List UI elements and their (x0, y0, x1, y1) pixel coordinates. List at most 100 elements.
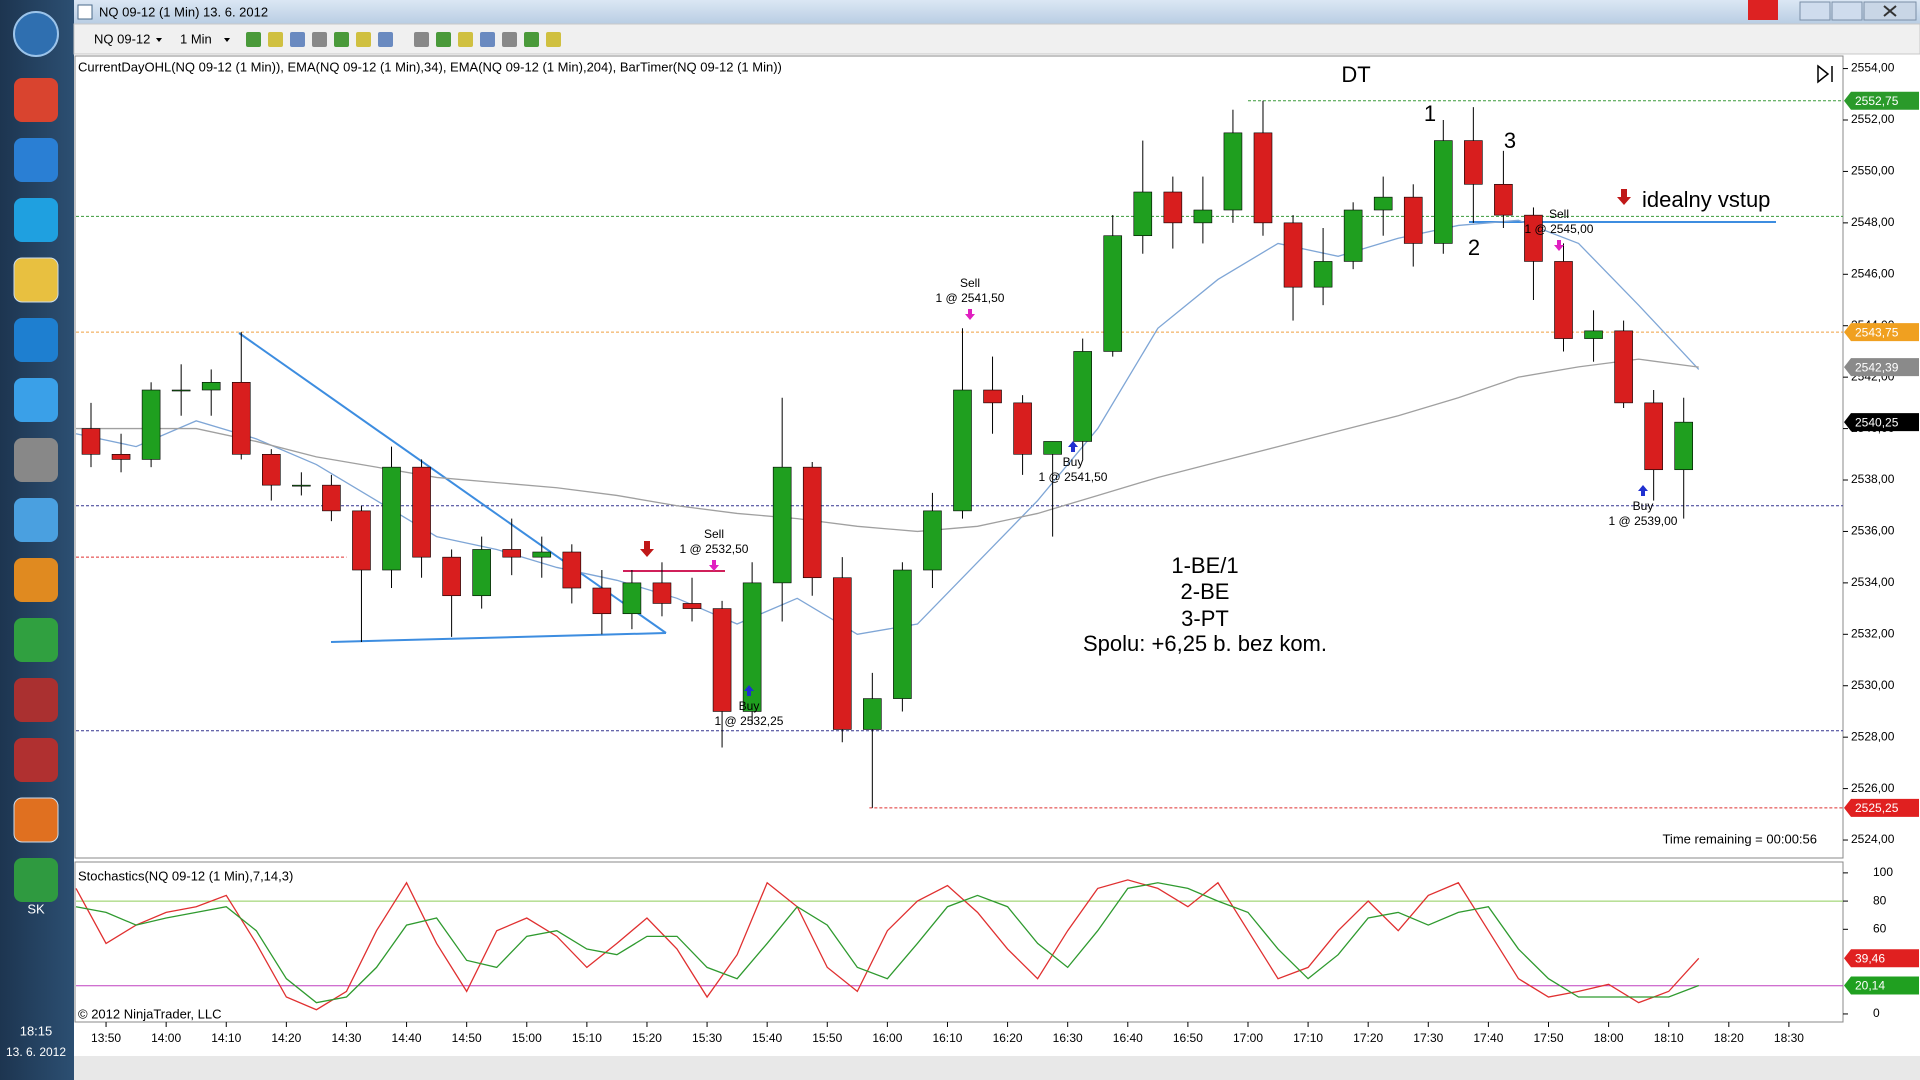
x-tick-label: 18:20 (1714, 1031, 1744, 1045)
tool-icon[interactable] (356, 32, 371, 47)
tool-icon[interactable] (546, 32, 561, 47)
x-tick-label: 13:50 (91, 1031, 121, 1045)
stochastics-title: Stochastics(NQ 09-12 (1 Min),7,14,3) (78, 868, 293, 883)
x-tick-label: 16:40 (1113, 1031, 1143, 1045)
y-tick-label: 2536,00 (1851, 524, 1895, 538)
annotation: 2 (1468, 235, 1480, 260)
annotation: 3-PT (1181, 606, 1229, 631)
tool-icon[interactable] (414, 32, 429, 47)
app-icon[interactable] (14, 738, 58, 782)
app-icon[interactable] (14, 498, 58, 542)
app-icon[interactable] (14, 558, 58, 602)
copyright: © 2012 NinjaTrader, LLC (78, 1006, 222, 1021)
tool-icon[interactable] (502, 32, 517, 47)
candle-body (442, 556, 461, 597)
app-icon[interactable] (14, 618, 58, 662)
price-marker-label: 2543,75 (1855, 325, 1899, 339)
y-tick-label: 2530,00 (1851, 678, 1895, 692)
tool-icon[interactable] (436, 32, 451, 47)
app-icon[interactable] (14, 438, 58, 482)
tool-icon[interactable] (458, 32, 473, 47)
y-tick-label: 2534,00 (1851, 575, 1895, 589)
candle-body (502, 549, 522, 558)
price-marker (1844, 413, 1919, 432)
annotation: 1 (1424, 101, 1436, 126)
candle-body (712, 608, 732, 712)
trade-side: Sell (960, 276, 980, 290)
instrument-selector[interactable]: NQ 09-12 (94, 31, 150, 46)
y-tick-label: 2554,00 (1851, 61, 1895, 75)
ema-line (76, 358, 1699, 533)
trade-label: 1 @ 2539,00 (1609, 514, 1678, 528)
candle-body (983, 389, 1002, 404)
candle-body (1073, 351, 1092, 442)
language[interactable]: SK (27, 901, 45, 916)
trade-arrow (1068, 441, 1078, 452)
tool-icon[interactable] (524, 32, 539, 47)
x-tick-label: 14:20 (271, 1031, 301, 1045)
maximize-button[interactable] (1831, 1, 1863, 21)
app-icon[interactable] (14, 78, 58, 122)
x-tick-label: 17:20 (1353, 1031, 1383, 1045)
trade-arrow (965, 309, 975, 320)
annotation: idealny vstup (1642, 187, 1770, 212)
candle-body (262, 453, 281, 486)
candle-body (622, 582, 642, 615)
tool-icon[interactable] (268, 32, 283, 47)
app-icon[interactable] (14, 858, 58, 902)
candle-body (1193, 209, 1213, 224)
candle-body (772, 466, 792, 584)
tool-icon[interactable] (334, 32, 349, 47)
candle-body (81, 428, 101, 455)
x-tick-label: 17:50 (1533, 1031, 1563, 1045)
app-icon[interactable] (14, 198, 58, 242)
candle-body (1013, 402, 1032, 455)
link-button[interactable] (1748, 0, 1778, 20)
price-marker-label: 2525,25 (1855, 801, 1899, 815)
red-arrow (640, 541, 654, 557)
candle-body (1133, 191, 1153, 237)
app-icon (77, 4, 93, 20)
app-icon[interactable] (13, 797, 59, 843)
candle-body (802, 466, 822, 579)
price-marker (1844, 358, 1919, 377)
candle-body (1253, 132, 1273, 224)
stochastic-line (75, 882, 1699, 1004)
scroll-end-button[interactable] (1817, 64, 1833, 84)
status-strip (74, 1056, 1920, 1080)
candle-body (1283, 222, 1303, 288)
ema-line (75, 219, 1700, 635)
toolbar (73, 23, 1920, 55)
interval-selector[interactable]: 1 Min (180, 31, 212, 46)
app-icon[interactable] (13, 257, 59, 303)
y-tick-label: 80 (1873, 893, 1887, 907)
minimize-button[interactable] (1799, 1, 1831, 21)
start-button[interactable] (13, 11, 59, 57)
tool-icon[interactable] (480, 32, 495, 47)
trend-line (238, 332, 667, 634)
app-icon[interactable] (14, 138, 58, 182)
app-icon[interactable] (14, 318, 58, 362)
candle-body (322, 484, 341, 512)
candle-body (682, 603, 702, 609)
y-tick-label: 2546,00 (1851, 266, 1895, 280)
tool-icon[interactable] (246, 32, 261, 47)
app-icon[interactable] (14, 678, 58, 722)
clock-date[interactable]: 13. 6. 2012 (6, 1045, 66, 1059)
trade-arrow (1554, 240, 1564, 251)
tool-icon[interactable] (312, 32, 327, 47)
candle-body (1614, 330, 1633, 404)
clock-time[interactable]: 18:15 (20, 1023, 53, 1038)
x-tick-label: 18:30 (1774, 1031, 1804, 1045)
x-tick-label: 18:10 (1654, 1031, 1684, 1045)
candle-body (1313, 261, 1333, 288)
tool-icon[interactable] (378, 32, 393, 47)
price-marker (1844, 798, 1919, 817)
toolbar-icons (246, 32, 561, 47)
app-icon[interactable] (14, 378, 58, 422)
y-tick-label: 2552,00 (1851, 112, 1895, 126)
candle-body (1674, 421, 1694, 471)
tool-icon[interactable] (290, 32, 305, 47)
